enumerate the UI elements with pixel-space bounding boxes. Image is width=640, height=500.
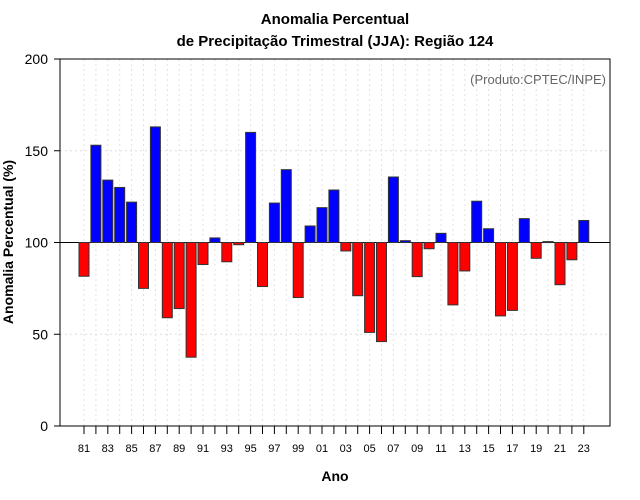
bar-2003 — [340, 242, 352, 252]
bar-2004 — [352, 242, 364, 297]
bar-1997 — [268, 202, 280, 243]
bar-2009 — [411, 242, 423, 278]
bar-1991 — [197, 242, 209, 266]
x-tick-label: 13 — [459, 443, 471, 455]
bar-1993 — [221, 242, 233, 263]
y-axis-title: Anomalia Percentual (%) — [0, 160, 16, 324]
y-axis: 0 50 100 150 200 — [25, 51, 60, 434]
x-tick-label: 83 — [102, 443, 114, 455]
x-tick-label: 03 — [340, 443, 352, 455]
x-tick-label: 17 — [506, 443, 518, 455]
credit-label: (Produto:CPTEC/INPE) — [470, 72, 606, 87]
y-tick-label: 150 — [25, 143, 49, 159]
bar-2020 — [542, 241, 554, 244]
bar-2010 — [423, 242, 435, 250]
x-tick-label: 87 — [149, 443, 161, 455]
bar-1984 — [114, 186, 126, 243]
bar-1985 — [126, 201, 138, 244]
bar-1982 — [90, 144, 102, 243]
grid — [60, 58, 610, 427]
x-tick-label: 93 — [221, 443, 233, 455]
bar-1999 — [292, 242, 304, 299]
x-tick-label: 85 — [125, 443, 137, 455]
bars — [78, 126, 590, 358]
x-tick-label: 19 — [530, 443, 542, 455]
x-axis-title: Ano — [321, 468, 348, 484]
x-tick-label: 91 — [197, 443, 209, 455]
bar-1998 — [280, 169, 292, 243]
x-tick-label: 99 — [292, 443, 304, 455]
bar-2013 — [459, 242, 471, 272]
y-tick-label: 50 — [32, 326, 48, 342]
bar-1995 — [245, 131, 257, 243]
x-tick-label: 11 — [435, 443, 446, 455]
bar-2007 — [387, 176, 399, 243]
x-tick-label: 15 — [482, 443, 494, 455]
bar-2011 — [435, 232, 447, 243]
x-tick-label: 23 — [578, 443, 590, 455]
x-tick-label: 21 — [554, 443, 566, 455]
chart-title-line1: Anomalia Percentual — [261, 11, 409, 28]
bar-2012 — [447, 242, 459, 306]
bar-2016 — [495, 242, 506, 317]
bar-2015 — [483, 228, 495, 244]
x-tick-label: 97 — [268, 443, 280, 455]
bar-2017 — [506, 242, 518, 311]
bar-2022 — [566, 242, 578, 261]
bar-1988 — [161, 242, 173, 319]
y-tick-label: 200 — [25, 51, 49, 67]
chart-title-line2: de Precipitação Trimestral (JJA): Região… — [177, 33, 494, 50]
y-tick-label: 100 — [25, 235, 49, 251]
x-tick-label: 89 — [173, 443, 185, 455]
bar-2008 — [399, 240, 411, 243]
bar-2000 — [304, 225, 316, 243]
bar-1990 — [185, 242, 197, 358]
x-tick-label: 07 — [387, 443, 399, 455]
bar-1992 — [209, 237, 221, 244]
x-tick-label: 81 — [78, 443, 90, 455]
bar-2002 — [328, 189, 340, 243]
bar-2018 — [518, 218, 530, 244]
x-tick-label: 09 — [411, 443, 423, 455]
bar-2001 — [316, 207, 328, 243]
bar-1989 — [173, 242, 185, 310]
x-tick-label: 95 — [244, 443, 256, 455]
x-axis: 81 83 85 87 89 91 93 95 97 99 01 03 05 07 09 11 13 15 17 19… — [78, 426, 590, 455]
bar-2014 — [471, 200, 483, 243]
y-tick-label: 0 — [40, 418, 48, 434]
bar-1986 — [138, 242, 149, 289]
bar-1981 — [78, 242, 90, 277]
bar-2019 — [530, 242, 542, 259]
x-tick-label: 05 — [363, 443, 375, 455]
bar-1983 — [102, 179, 114, 243]
bar-2023 — [578, 219, 590, 243]
bar-2021 — [554, 242, 566, 286]
x-tick-label: 01 — [316, 443, 328, 455]
bar-1994 — [233, 242, 245, 246]
bar-1987 — [149, 126, 161, 243]
bar-1996 — [257, 242, 268, 288]
bar-2006 — [376, 242, 387, 343]
bar-2005 — [364, 242, 376, 333]
